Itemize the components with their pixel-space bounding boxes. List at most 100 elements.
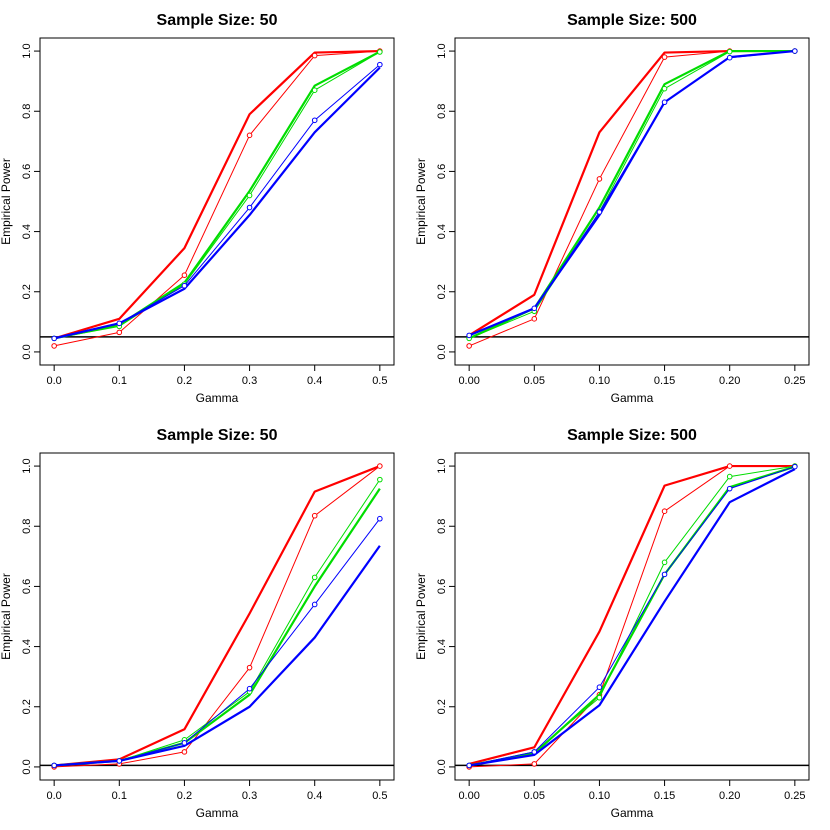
data-point-red-thin [181, 272, 188, 279]
y-tick-label: 0.8 [21, 104, 33, 119]
y-tick-label: 1.0 [436, 458, 448, 473]
x-tick-label: 0.0 [47, 375, 62, 387]
data-point-blue-thin [246, 204, 253, 211]
series-line-blue-thin [54, 64, 381, 339]
chart-title: Sample Size: 500 [567, 12, 697, 29]
data-point-blue-thin [116, 758, 123, 764]
data-point-red-thin [246, 132, 253, 139]
y-axis-label: Empirical Power [0, 573, 13, 660]
data-point-red-thin [596, 176, 603, 182]
chart-title: Sample Size: 50 [157, 427, 278, 444]
y-tick-label: 0.6 [436, 579, 448, 594]
x-tick-label: 0.25 [784, 790, 805, 802]
y-tick-label: 0.2 [436, 699, 448, 714]
y-tick-label: 0.4 [436, 639, 448, 654]
y-tick-label: 0.8 [436, 104, 448, 119]
x-tick-label: 0.10 [589, 790, 610, 802]
data-point-red-thin [726, 463, 733, 469]
chart-title: Sample Size: 50 [157, 12, 278, 29]
data-point-blue-thin [531, 305, 538, 312]
data-point-blue-thin [181, 740, 188, 746]
data-point-blue-thin [661, 99, 668, 106]
x-tick-label: 0.0 [47, 790, 62, 802]
series-line-blue-thick [54, 545, 381, 767]
x-tick-label: 0.4 [307, 375, 322, 387]
x-tick-label: 0.5 [372, 375, 387, 387]
x-tick-label: 0.2 [177, 790, 192, 802]
series-line-red-thick [53, 49, 380, 340]
y-axis-label: Empirical Power [0, 158, 13, 245]
series-line-green-thin [468, 50, 795, 339]
series-line-red-thick [468, 49, 795, 337]
x-tick-label: 0.05 [524, 375, 545, 387]
data-point-red-thin [311, 52, 318, 59]
series-line-green-thin [54, 479, 381, 766]
series-line-red-thick [468, 464, 795, 765]
y-tick-label: 1.0 [21, 458, 33, 473]
x-tick-label: 0.00 [458, 790, 479, 802]
data-point-red-thin [246, 664, 253, 671]
series-line-blue-thick [53, 66, 381, 340]
data-point-green-thin [246, 192, 253, 199]
y-tick-label: 0.0 [436, 344, 448, 359]
y-axis-label: Empirical Power [414, 573, 428, 660]
data-point-blue-thin [596, 209, 603, 215]
data-point-blue-thin [726, 485, 733, 492]
x-tick-label: 0.2 [177, 375, 192, 387]
x-axis-label: Gamma [196, 806, 239, 820]
plot-frame [39, 452, 395, 781]
data-point-blue-thin [51, 762, 57, 769]
data-point-green-thin [311, 574, 318, 581]
data-point-blue-thin [466, 762, 472, 769]
data-point-blue-thin [792, 48, 798, 54]
y-axis-label: Empirical Power [414, 158, 428, 245]
data-point-blue-thin [377, 515, 383, 522]
data-point-red-thin [181, 749, 188, 755]
series-line-green-thin [469, 465, 795, 766]
data-point-blue-thin [51, 335, 57, 342]
y-tick-label: 0.2 [21, 699, 33, 714]
x-tick-label: 0.20 [719, 790, 740, 802]
x-tick-label: 0.3 [242, 375, 257, 387]
data-point-red-thin [311, 512, 318, 519]
data-point-blue-thin [116, 320, 123, 327]
y-tick-label: 0.6 [436, 164, 448, 179]
y-tick-label: 0.0 [21, 759, 33, 774]
data-point-red-thin [531, 761, 538, 767]
series-line-blue-thin [54, 518, 381, 766]
x-tick-label: 0.4 [307, 790, 322, 802]
y-tick-label: 0.4 [436, 224, 448, 239]
data-point-red-thin [377, 463, 383, 469]
data-point-green-thin [726, 48, 733, 55]
series-line-green-thick [54, 488, 381, 767]
data-point-blue-thin [596, 684, 603, 690]
x-tick-label: 0.15 [654, 375, 675, 387]
x-tick-label: 0.15 [654, 790, 675, 802]
series-line-red-thin [468, 50, 795, 347]
data-point-green-thin [661, 85, 668, 92]
data-point-green-thin [661, 559, 668, 566]
data-point-red-thin [116, 329, 123, 336]
data-point-red-thin [531, 316, 538, 322]
data-point-green-thin [311, 87, 318, 93]
series-line-blue-thick [468, 468, 796, 767]
y-tick-label: 0.4 [21, 639, 33, 654]
data-point-blue-thin [466, 332, 472, 339]
data-point-blue-thin [726, 54, 733, 61]
y-tick-label: 0.0 [21, 344, 33, 359]
y-tick-label: 1.0 [21, 43, 33, 58]
data-point-blue-thin [792, 463, 798, 470]
plot-frame [454, 37, 810, 366]
x-tick-label: 0.10 [589, 375, 610, 387]
y-tick-label: 0.4 [21, 224, 33, 239]
data-point-red-thin [466, 343, 472, 349]
chart-panel-4: Sample Size: 500 0.00 0.05 0.10 0.15 0.20 0.25… [414, 427, 810, 820]
y-tick-label: 0.6 [21, 579, 33, 594]
y-tick-label: 0.2 [436, 284, 448, 299]
data-point-green-thin [377, 476, 383, 483]
series-line-green-thick [53, 50, 381, 340]
series-line-red-thin [54, 50, 380, 347]
chart-panel-2: Sample Size: 500 0.00 0.05 0.10 0.15 0.20 0.25… [414, 12, 810, 405]
x-tick-label: 0.25 [784, 375, 805, 387]
